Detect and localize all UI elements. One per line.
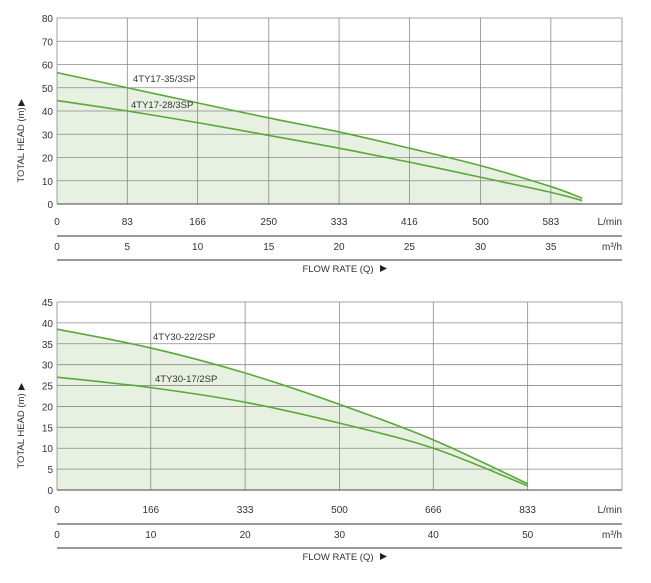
x-tick-label-m3h: 35	[545, 242, 557, 253]
series-label-2: 4TY30-17/2SP	[155, 374, 217, 385]
y-tick-label: 10	[42, 444, 54, 455]
x-tick-label-lmin: 583	[543, 217, 560, 228]
y-tick-label: 45	[42, 298, 54, 309]
y-axis-arrow-icon	[18, 99, 25, 106]
y-tick-label: 10	[42, 177, 54, 188]
x-tick-label-m3h: 30	[334, 530, 346, 541]
series-line-2	[56, 99, 583, 202]
series-label-1: 4TY17-35/3SP	[133, 74, 195, 85]
x-tick-label-lmin: 166	[142, 505, 159, 516]
x-tick-label-lmin: 83	[122, 217, 134, 228]
y-axis-arrow-icon	[18, 383, 25, 390]
y-tick-label: 15	[42, 423, 54, 434]
y-tick-label: 0	[47, 200, 53, 211]
y-tick-label: 0	[47, 486, 53, 497]
area-fill	[57, 72, 583, 204]
series-label-1: 4TY30-22/2SP	[153, 332, 215, 343]
x-tick-label-lmin: 833	[519, 505, 536, 516]
x-tick-label-m3h: 40	[428, 530, 440, 541]
x-unit-lmin: L/min	[598, 217, 622, 228]
y-tick-label: 20	[42, 154, 54, 165]
y-tick-label: 40	[42, 107, 54, 118]
x-tick-label-lmin: 166	[189, 217, 206, 228]
x-tick-label-m3h: 15	[263, 242, 275, 253]
x-tick-label-m3h: 0	[54, 242, 60, 253]
x-tick-label-m3h: 10	[192, 242, 204, 253]
y-tick-label: 50	[42, 84, 54, 95]
x-tick-label-m3h: 25	[404, 242, 416, 253]
x-axis-arrow-icon	[380, 553, 387, 560]
y-tick-label: 40	[42, 319, 54, 330]
x-tick-label-m3h: 0	[54, 530, 60, 541]
x-tick-label-lmin: 0	[54, 217, 60, 228]
x-tick-label-lmin: 416	[401, 217, 418, 228]
x-tick-label-m3h: 50	[522, 530, 534, 541]
series-line-1	[56, 71, 583, 199]
x-tick-label-m3h: 30	[475, 242, 487, 253]
y-tick-label: 20	[42, 402, 54, 413]
x-tick-label-lmin: 0	[54, 505, 60, 516]
x-axis-title: FLOW RATE (Q)	[302, 264, 373, 275]
series-line-2	[56, 376, 528, 487]
x-axis-title: FLOW RATE (Q)	[302, 552, 373, 563]
x-tick-label-m3h: 10	[145, 530, 157, 541]
y-tick-label: 5	[47, 465, 53, 476]
x-tick-label-m3h: 20	[334, 242, 346, 253]
x-unit-m3h: m³/h	[602, 242, 622, 253]
x-tick-label-lmin: 333	[237, 505, 254, 516]
x-tick-label-lmin: 666	[425, 505, 442, 516]
x-tick-label-lmin: 250	[260, 217, 277, 228]
y-tick-label: 70	[42, 37, 54, 48]
series-line-1	[56, 328, 528, 485]
y-tick-label: 80	[42, 14, 54, 25]
y-tick-label: 60	[42, 61, 54, 72]
x-unit-m3h: m³/h	[602, 530, 622, 541]
chart-2: 0 5 10 15 20 25 30 35 40 45 0 166 333 500 666 833 0 10 20 3…	[16, 298, 623, 563]
series-label-2: 4TY17-28/3SP	[131, 100, 193, 111]
y-tick-label: 35	[42, 340, 54, 351]
x-tick-label-m3h: 5	[125, 242, 131, 253]
x-tick-label-lmin: 500	[331, 505, 348, 516]
y-tick-label: 25	[42, 382, 54, 393]
y-tick-label: 30	[42, 130, 54, 141]
y-tick-label: 30	[42, 361, 54, 372]
x-tick-label-lmin: 500	[472, 217, 489, 228]
x-tick-label-lmin: 333	[331, 217, 348, 228]
x-axis-arrow-icon	[380, 265, 387, 272]
y-axis-title: TOTAL HEAD (m)	[16, 107, 27, 182]
x-unit-lmin: L/min	[598, 505, 622, 516]
y-axis-title: TOTAL HEAD (m)	[16, 393, 27, 468]
chart-1: 0 10 20 30 40 50 60 70 80 0 83 166 250 333 416 500 583 0 5…	[16, 14, 623, 275]
x-tick-label-m3h: 20	[240, 530, 252, 541]
area-fill	[57, 329, 528, 490]
